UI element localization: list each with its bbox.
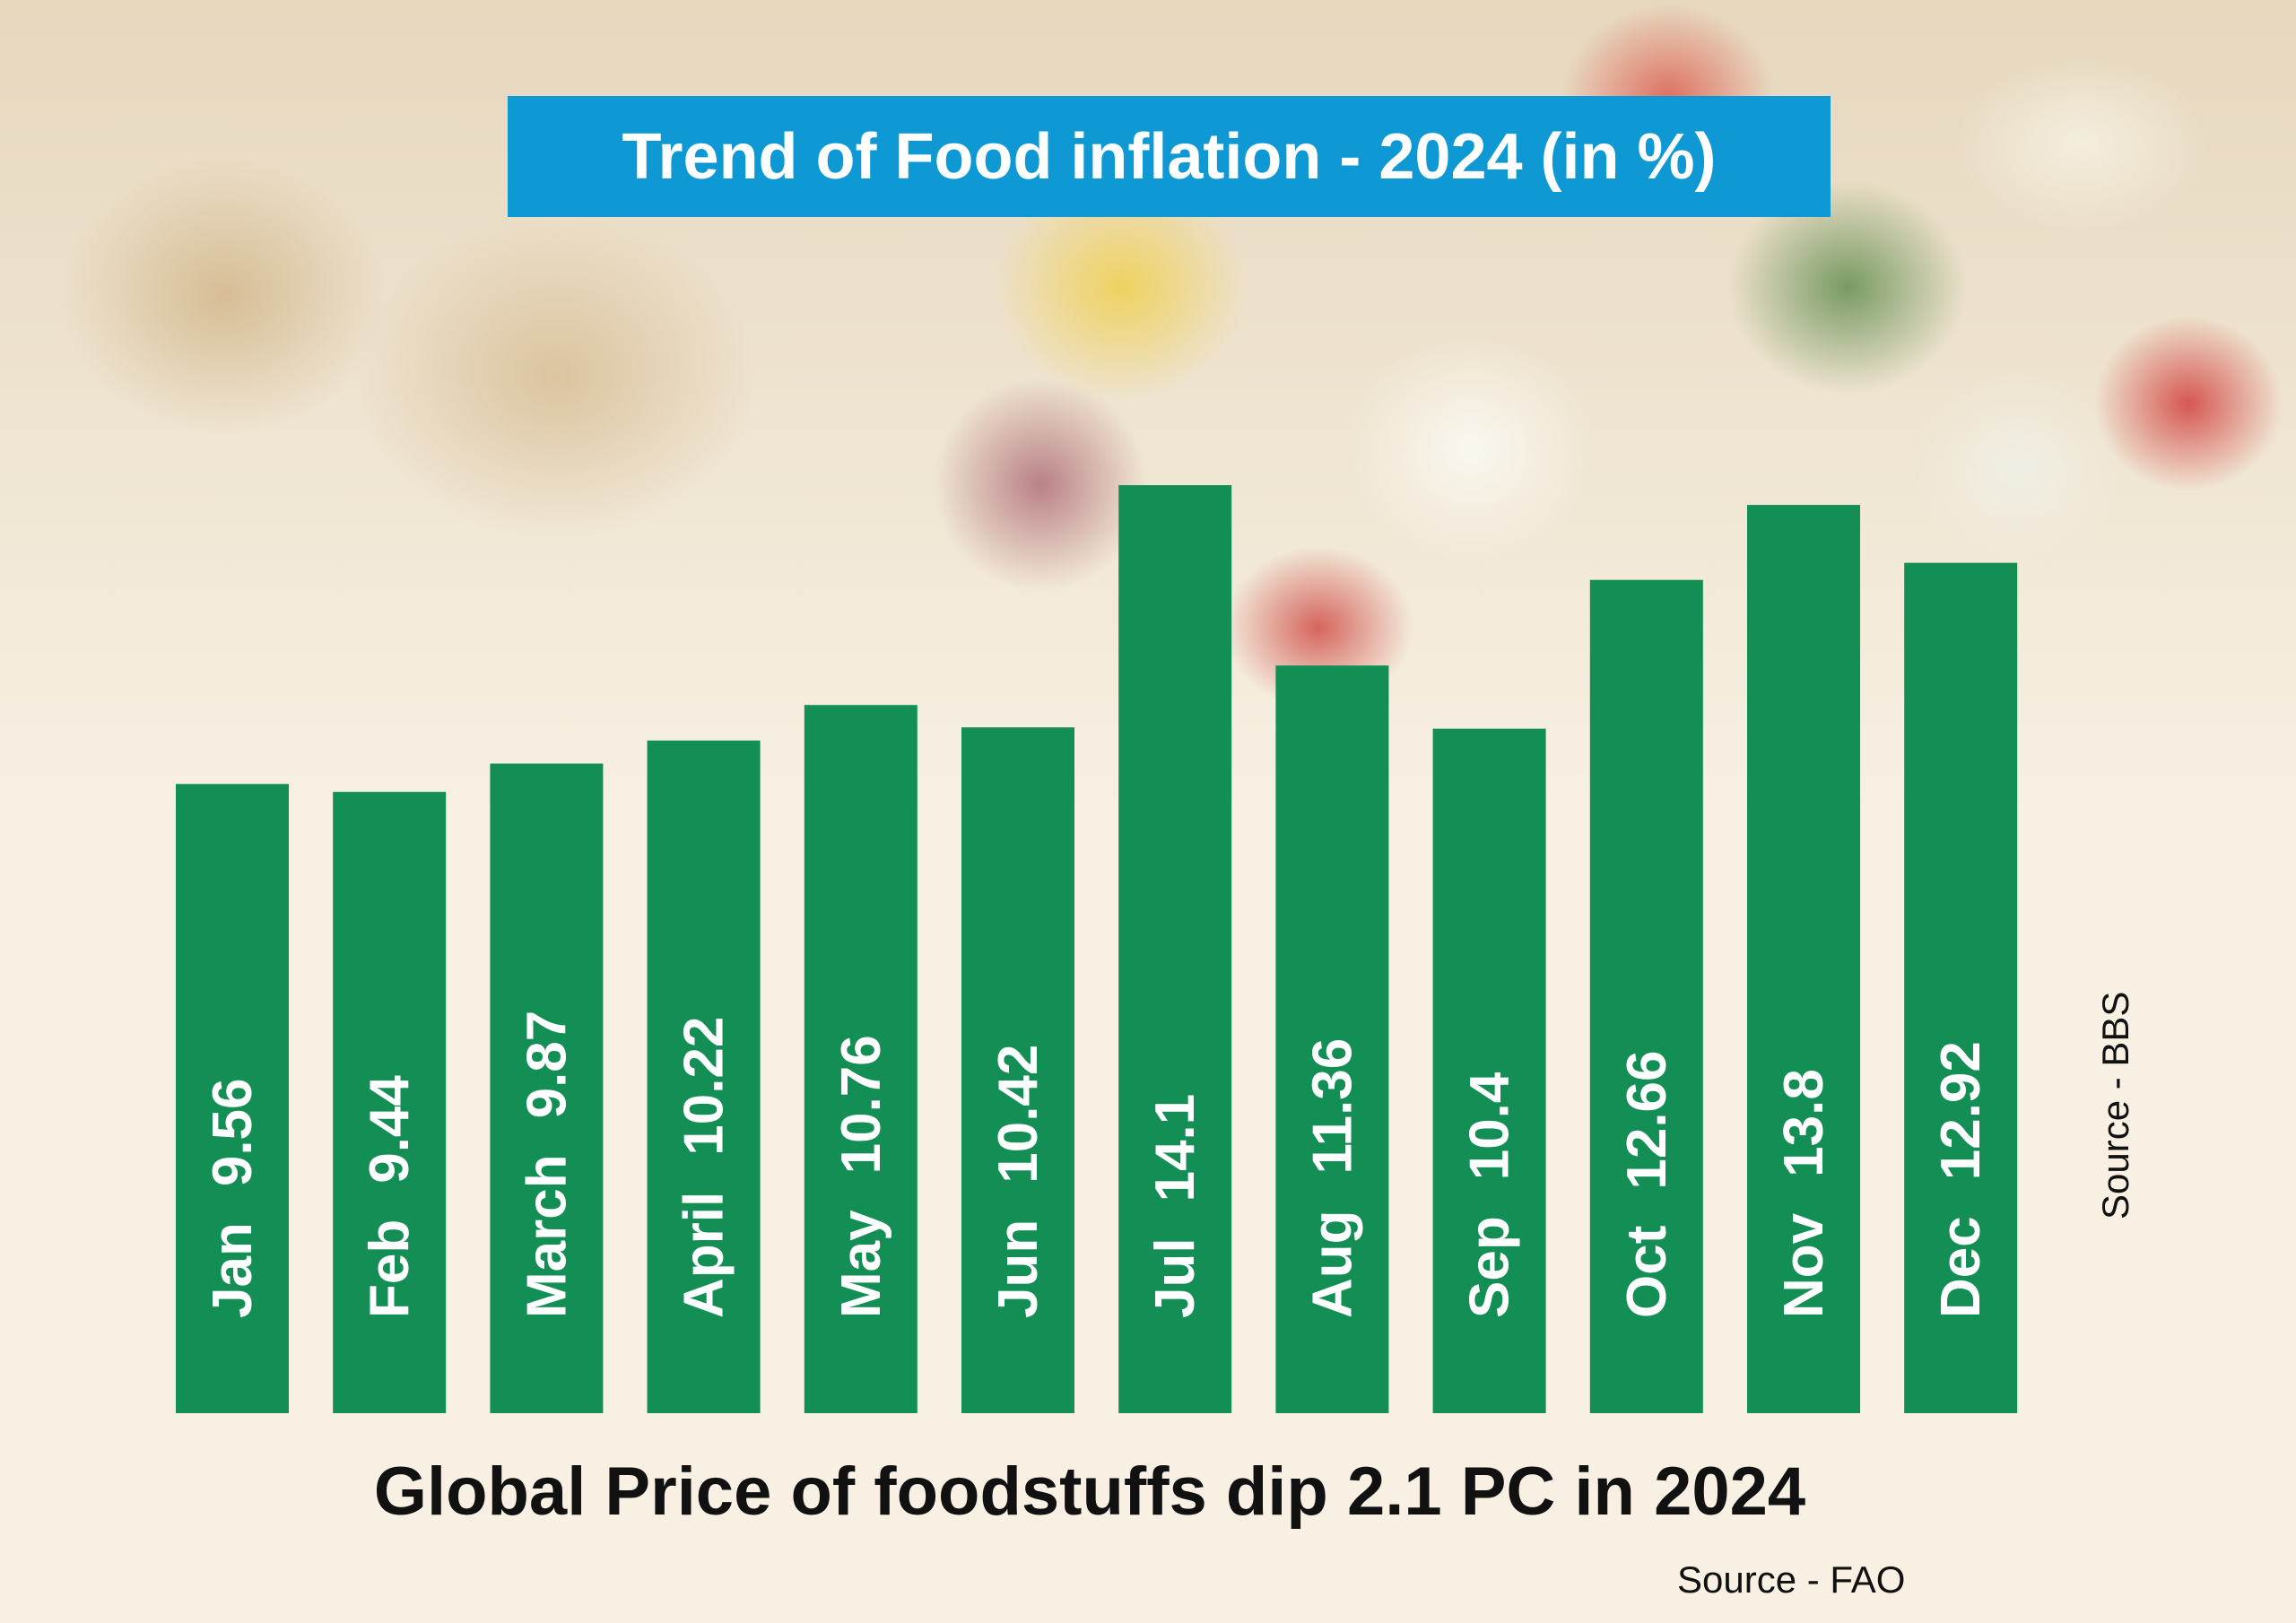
category-label: Jul <box>1144 1237 1206 1318</box>
category-label: April <box>673 1192 735 1318</box>
value-label: 10.22 <box>673 1017 735 1156</box>
bar-label-feb: Feb 9.44 <box>359 1075 421 1318</box>
bar-label-sep: Sep 10.4 <box>1458 1072 1520 1318</box>
bar-label-nov: Nov 13.8 <box>1773 1069 1835 1318</box>
bar-label-may: May 10.76 <box>830 1035 891 1318</box>
category-label: Feb <box>359 1219 421 1318</box>
bar-label-dec: Dec 12.92 <box>1930 1041 1992 1318</box>
value-label: 11.36 <box>1301 1038 1363 1175</box>
bar-oct <box>1589 579 1703 1413</box>
footer-headline: Global Price of foodstuffs dip 2.1 PC in… <box>373 1454 1806 1530</box>
bar-jan <box>176 784 289 1413</box>
bar-march <box>490 763 604 1413</box>
bar-may <box>804 705 918 1413</box>
bar-nov <box>1747 505 1860 1413</box>
bar-label-jan: Jan 9.56 <box>202 1078 264 1318</box>
value-label: 12.66 <box>1615 1050 1677 1189</box>
value-label: 9.87 <box>516 1011 578 1119</box>
bar-label-aug: Aug 11.36 <box>1301 1038 1363 1318</box>
bar-dec <box>1904 562 2018 1413</box>
category-label: Sep <box>1458 1216 1520 1318</box>
bar-jul <box>1118 485 1232 1413</box>
source-fao-note: Source - FAO <box>1677 1558 1906 1601</box>
category-label: Aug <box>1301 1210 1363 1318</box>
category-label: Oct <box>1615 1226 1677 1318</box>
value-label: 9.56 <box>202 1078 264 1186</box>
category-label: Jan <box>202 1222 264 1318</box>
chart-title: Trend of Food inflation - 2024 (in %) <box>508 96 1831 217</box>
bar-feb <box>333 792 447 1413</box>
bar-label-april: April 10.22 <box>673 1017 735 1318</box>
category-label: March <box>516 1154 578 1318</box>
bar-april <box>647 740 761 1413</box>
value-label: 9.44 <box>359 1075 421 1184</box>
value-label: 13.8 <box>1773 1069 1835 1177</box>
value-label: 10.42 <box>987 1045 1049 1184</box>
bar-label-jul: Jul 14.1 <box>1144 1094 1206 1318</box>
value-label: 12.92 <box>1930 1041 1992 1180</box>
bar-label-jun: Jun 10.42 <box>987 1045 1049 1318</box>
value-label: 14.1 <box>1144 1094 1206 1202</box>
bar-aug <box>1275 665 1389 1413</box>
source-bbs-note: Source - BBS <box>2094 991 2136 1219</box>
bar-jun <box>961 727 1074 1413</box>
category-label: Dec <box>1930 1216 1992 1318</box>
value-label: 10.4 <box>1458 1072 1520 1180</box>
category-label: Nov <box>1773 1212 1835 1318</box>
value-label: 10.76 <box>830 1035 891 1174</box>
bar-sep <box>1432 728 1546 1413</box>
bar-label-march: March 9.87 <box>516 1011 578 1318</box>
category-label: Jun <box>987 1219 1049 1318</box>
category-label: May <box>830 1210 891 1318</box>
bar-label-oct: Oct 12.66 <box>1615 1050 1677 1318</box>
